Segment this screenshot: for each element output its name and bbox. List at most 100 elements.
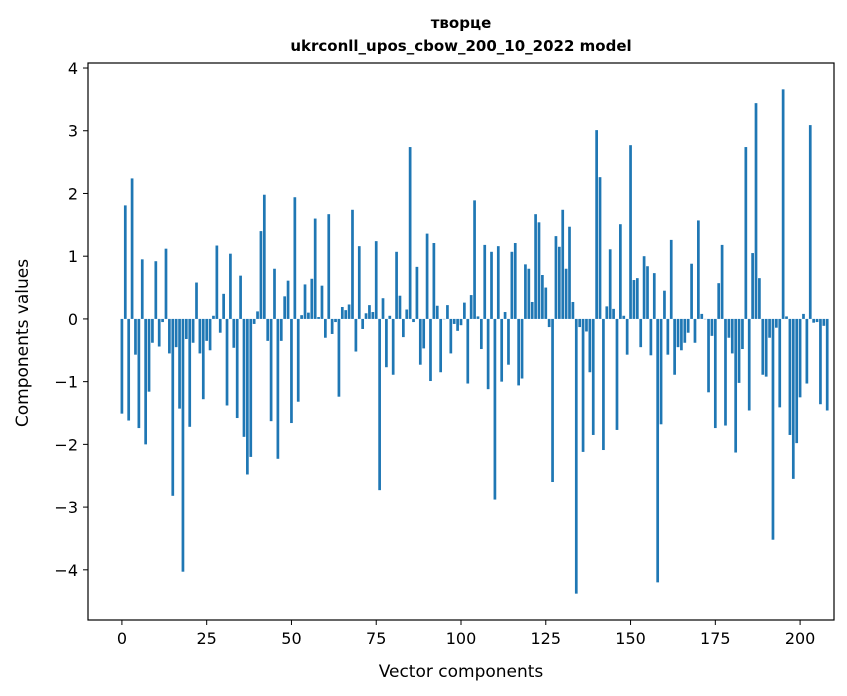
- bar: [673, 318, 676, 375]
- bar: [242, 318, 246, 437]
- bar: [724, 318, 727, 426]
- bar: [663, 290, 666, 319]
- bar: [334, 318, 337, 323]
- bar: [232, 318, 236, 348]
- bar: [307, 312, 310, 319]
- bar: [137, 318, 141, 429]
- bar: [432, 243, 436, 319]
- bar: [588, 318, 592, 373]
- bar: [768, 318, 771, 338]
- bar: [303, 284, 307, 319]
- bar: [171, 318, 175, 496]
- bar: [235, 318, 239, 419]
- bar: [357, 246, 361, 319]
- bar: [717, 283, 721, 319]
- y-tick-label: −4: [54, 561, 78, 580]
- bar: [761, 318, 765, 375]
- bar: [249, 318, 253, 457]
- x-tick-label: 100: [446, 629, 477, 648]
- bar: [205, 318, 209, 341]
- bar: [510, 251, 514, 319]
- bar: [758, 278, 761, 319]
- bar: [524, 264, 527, 319]
- bar: [720, 244, 724, 319]
- bar: [191, 318, 195, 343]
- bar: [530, 301, 534, 319]
- bar: [496, 246, 500, 319]
- bar: [815, 318, 819, 323]
- bar: [368, 305, 371, 319]
- bar: [642, 256, 646, 319]
- bar: [239, 275, 242, 319]
- bar: [544, 287, 548, 319]
- bar: [161, 318, 164, 323]
- bar: [422, 318, 426, 349]
- bar: [700, 313, 704, 319]
- bar: [225, 318, 229, 406]
- bar: [351, 209, 354, 319]
- y-axis-ticks: −4 −3 −2 −1 0 1 2 3 4: [54, 59, 88, 580]
- bar: [405, 309, 409, 319]
- bar: [574, 318, 578, 594]
- bar: [479, 318, 483, 350]
- bar: [195, 282, 198, 319]
- bar: [666, 318, 670, 355]
- bar: [825, 318, 829, 411]
- bar: [415, 266, 419, 319]
- bar: [229, 253, 232, 319]
- bar: [788, 318, 792, 435]
- bar: [402, 318, 405, 338]
- bar: [541, 275, 544, 319]
- bar: [795, 318, 799, 444]
- bar: [476, 316, 480, 319]
- x-tick-label: 25: [197, 629, 217, 648]
- bar: [646, 266, 649, 319]
- bar: [598, 177, 602, 319]
- bar: [822, 318, 826, 326]
- bar: [120, 318, 124, 414]
- bar: [754, 103, 758, 319]
- bar: [622, 315, 626, 319]
- bar: [466, 318, 470, 384]
- plot-area-frame: [87, 62, 835, 621]
- bar: [707, 318, 710, 393]
- bar: [639, 318, 643, 348]
- x-axis-label: Vector components: [379, 662, 544, 682]
- bar: [669, 239, 673, 319]
- bar: [676, 318, 680, 348]
- bar: [785, 316, 788, 319]
- bar: [527, 268, 531, 319]
- bar: [446, 305, 449, 319]
- bar: [805, 318, 809, 384]
- bar: [286, 280, 290, 319]
- bar: [188, 318, 192, 427]
- y-tick-label: −1: [54, 373, 78, 392]
- bar: [276, 318, 280, 459]
- bar: [625, 318, 629, 355]
- bar: [395, 251, 398, 319]
- bar: [568, 226, 571, 319]
- bar: [317, 317, 320, 319]
- chart-title-line2: ukrconll_upos_cbow_200_10_2022 model: [290, 37, 631, 55]
- bar: [503, 312, 507, 319]
- x-tick-label: 50: [281, 629, 301, 648]
- y-tick-label: −2: [54, 435, 78, 454]
- bar: [310, 278, 314, 319]
- bar: [429, 318, 432, 382]
- bar: [398, 295, 402, 319]
- bar: [632, 280, 636, 319]
- bar: [819, 318, 822, 405]
- bar: [775, 318, 778, 328]
- bar: [547, 318, 551, 328]
- bar: [778, 318, 782, 408]
- bar: [781, 89, 785, 319]
- bar: [184, 318, 188, 339]
- x-tick-label: 175: [700, 629, 731, 648]
- bar: [218, 318, 222, 333]
- bar: [595, 130, 598, 319]
- bar: [127, 318, 131, 421]
- bar: [391, 318, 395, 375]
- bar: [215, 245, 219, 319]
- x-tick-label: 200: [785, 629, 816, 648]
